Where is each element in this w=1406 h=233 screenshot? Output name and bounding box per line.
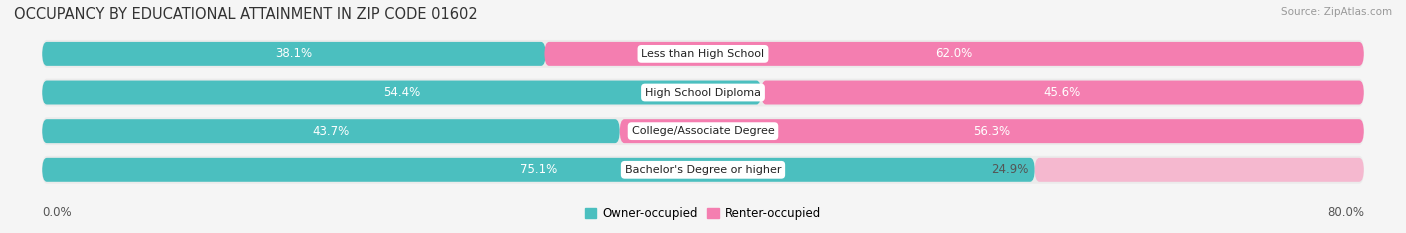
Text: 62.0%: 62.0% [935,47,973,60]
FancyBboxPatch shape [544,42,1364,66]
Text: 38.1%: 38.1% [276,47,312,60]
Text: Source: ZipAtlas.com: Source: ZipAtlas.com [1281,7,1392,17]
FancyBboxPatch shape [42,158,1035,182]
Text: High School Diploma: High School Diploma [645,88,761,98]
Text: 45.6%: 45.6% [1043,86,1081,99]
FancyBboxPatch shape [42,79,1364,106]
Text: 56.3%: 56.3% [973,125,1011,138]
FancyBboxPatch shape [42,81,761,104]
Text: OCCUPANCY BY EDUCATIONAL ATTAINMENT IN ZIP CODE 01602: OCCUPANCY BY EDUCATIONAL ATTAINMENT IN Z… [14,7,478,22]
Text: 0.0%: 0.0% [42,206,72,219]
Text: Bachelor's Degree or higher: Bachelor's Degree or higher [624,165,782,175]
Text: 54.4%: 54.4% [382,86,420,99]
Text: 75.1%: 75.1% [520,163,557,176]
Text: 24.9%: 24.9% [991,163,1028,176]
FancyBboxPatch shape [42,119,620,143]
Text: 43.7%: 43.7% [312,125,350,138]
Text: College/Associate Degree: College/Associate Degree [631,126,775,136]
FancyBboxPatch shape [761,81,1364,104]
Text: 80.0%: 80.0% [1327,206,1364,219]
FancyBboxPatch shape [42,156,1364,184]
Legend: Owner-occupied, Renter-occupied: Owner-occupied, Renter-occupied [579,202,827,225]
Text: Less than High School: Less than High School [641,49,765,59]
FancyBboxPatch shape [42,40,1364,68]
FancyBboxPatch shape [1035,158,1364,182]
FancyBboxPatch shape [42,117,1364,145]
FancyBboxPatch shape [42,42,546,66]
FancyBboxPatch shape [620,119,1364,143]
